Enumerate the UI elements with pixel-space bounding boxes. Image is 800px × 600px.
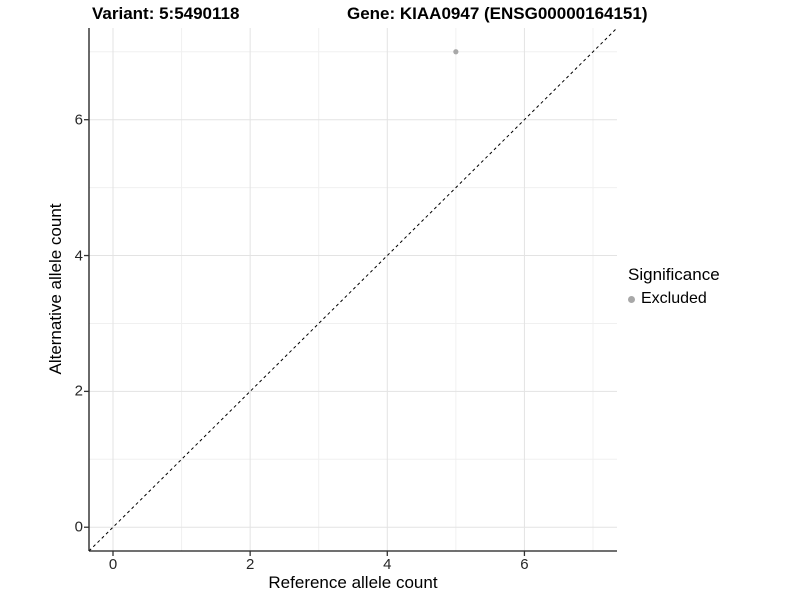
y-tick-label: 6 xyxy=(74,111,83,129)
plot-title-variant: Variant: 5:5490118 xyxy=(92,4,240,23)
x-axis-title: Reference allele count xyxy=(268,573,438,592)
y-axis-title: Alternative allele count xyxy=(46,203,65,375)
x-tick-label: 0 xyxy=(108,556,118,573)
legend-dot-icon xyxy=(628,295,635,303)
x-tick-label: 4 xyxy=(383,556,392,573)
identity-reference-line xyxy=(88,27,618,552)
x-tick-label: 6 xyxy=(520,556,529,573)
legend-item: Excluded xyxy=(628,290,720,308)
legend-item-label: Excluded xyxy=(641,290,707,307)
legend-items: Excluded xyxy=(628,290,720,308)
y-tick-label: 0 xyxy=(74,518,83,536)
x-tick-label: 2 xyxy=(245,556,255,573)
legend: Significance Excluded xyxy=(628,265,720,308)
y-tick-label: 2 xyxy=(74,382,83,400)
data-point xyxy=(453,49,459,55)
plot-title-gene: Gene: KIAA0947 (ENSG00000164151) xyxy=(347,4,648,23)
legend-title: Significance xyxy=(628,265,720,284)
y-tick-label: 4 xyxy=(74,247,83,265)
